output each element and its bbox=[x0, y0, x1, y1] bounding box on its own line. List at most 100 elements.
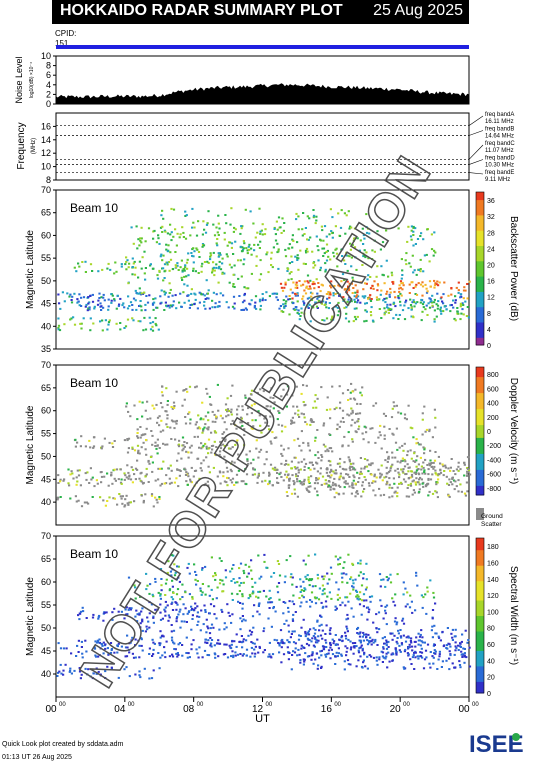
colorbar-segment bbox=[476, 408, 484, 413]
latitude-ytick-label: 50 bbox=[41, 451, 51, 461]
colorbar-segment bbox=[476, 469, 484, 474]
colorbar-tick-label: 80 bbox=[487, 626, 495, 633]
latitude-ytick-label: 45 bbox=[41, 474, 51, 484]
frequency-ytick-label: 8 bbox=[46, 175, 51, 185]
colorbar-tick-label: 0 bbox=[487, 691, 491, 698]
latitude-ytick-label: 65 bbox=[41, 208, 51, 218]
colorbar-segment bbox=[476, 376, 484, 381]
colorbar-segment bbox=[476, 685, 484, 690]
colorbar-segment bbox=[476, 592, 484, 597]
colorbar-segment bbox=[476, 482, 484, 486]
noise-ytick-label: 2 bbox=[46, 89, 51, 99]
frequency-leader bbox=[468, 159, 484, 165]
frequency-ylabel-group: Frequency (MHz) bbox=[16, 122, 37, 169]
x-tick-sup: 00 bbox=[59, 702, 66, 708]
colorbar-segment bbox=[476, 646, 484, 651]
colorbar-tick-label: 16 bbox=[487, 279, 495, 286]
frequency-band-value: 10.30 MHz bbox=[485, 163, 514, 169]
latitude-ylabel-group: Magnetic Latitude bbox=[25, 230, 36, 309]
colorbar-tick-label: 36 bbox=[487, 198, 495, 205]
header-bar: HOKKAIDO RADAR SUMMARY PLOT 25 Aug 2025 bbox=[52, 0, 469, 24]
latitude-ytick-label: 65 bbox=[41, 554, 51, 564]
frequency-ylabel: Frequency bbox=[16, 122, 27, 169]
colorbar-segment bbox=[476, 596, 484, 601]
colorbar-segment bbox=[476, 440, 484, 445]
frequency-band-name: freq bandD bbox=[485, 156, 515, 162]
latitude-ytick-label: 70 bbox=[41, 360, 51, 370]
colorbar-label: Doppler Velocity (m s⁻¹) bbox=[508, 378, 519, 484]
colorbar-segment bbox=[476, 325, 484, 331]
cpid-value: 151 bbox=[55, 39, 69, 48]
scatter-pixels bbox=[57, 207, 471, 332]
colorbar-segment bbox=[476, 572, 484, 578]
latitude-ytick-label: 70 bbox=[41, 185, 51, 195]
colorbar-segment bbox=[476, 333, 484, 338]
colorbar-segment bbox=[476, 276, 484, 281]
x-tick-label: 04 bbox=[114, 704, 126, 715]
latitude-ylabel: Magnetic Latitude bbox=[25, 230, 36, 309]
colorbar-segment bbox=[476, 459, 484, 464]
latitude-ytick-label: 60 bbox=[41, 230, 51, 240]
colorbar-segment bbox=[476, 634, 484, 640]
colorbar-segment bbox=[476, 453, 484, 458]
colorbar-segment bbox=[476, 373, 484, 378]
cpid-label: CPID: bbox=[55, 29, 76, 38]
colorbar-label: Spectral Width (m s⁻¹) bbox=[508, 566, 519, 665]
colorbar-segment bbox=[476, 253, 484, 258]
x-tick-sup: 00 bbox=[334, 702, 341, 708]
colorbar-segment bbox=[476, 662, 484, 667]
plot-date: 25 Aug 2025 bbox=[373, 2, 463, 19]
colorbar-label-group: Spectral Width (m s⁻¹) bbox=[508, 566, 519, 665]
latitude-ytick-label: 65 bbox=[41, 383, 51, 393]
frequency-ylabel-sub: (MHz) bbox=[31, 138, 37, 154]
colorbar-segment bbox=[476, 623, 484, 628]
latitude-ylabel-group: Magnetic Latitude bbox=[25, 405, 36, 484]
colorbar-tick-label: 32 bbox=[487, 214, 495, 221]
colorbar-segment bbox=[476, 576, 484, 582]
frequency-band-name: freq bandC bbox=[485, 141, 515, 147]
ground-scatter-label: Ground bbox=[481, 513, 503, 520]
frequency-band-name: freq bandE bbox=[485, 170, 514, 176]
frequency-panel-frame bbox=[55, 112, 470, 181]
colorbar-segment bbox=[476, 214, 484, 220]
x-tick-sup: 00 bbox=[197, 702, 204, 708]
colorbar-segment bbox=[476, 541, 484, 547]
colorbar-segment bbox=[476, 211, 484, 216]
colorbar-segment bbox=[476, 370, 484, 374]
latitude-ytick-label: 60 bbox=[41, 577, 51, 587]
colorbar-segment bbox=[476, 553, 484, 558]
latitude-ytick-label: 35 bbox=[41, 344, 51, 354]
colorbar-tick-label: -400 bbox=[487, 457, 501, 464]
colorbar-segment bbox=[476, 479, 484, 483]
frequency-band-value: 9.11 MHz bbox=[485, 177, 510, 183]
colorbar-segment bbox=[476, 218, 484, 224]
colorbar-segment bbox=[476, 557, 484, 562]
noise-ylabel-sub: log10(dB) ×10⁻⁴ bbox=[29, 62, 35, 98]
colorbar-segment bbox=[476, 195, 484, 201]
noise-ytick-label: 8 bbox=[46, 61, 51, 71]
latitude-ytick-label: 60 bbox=[41, 406, 51, 416]
ground-scatter-label: Scatter bbox=[481, 521, 502, 528]
colorbar-tick-label: 600 bbox=[487, 386, 499, 393]
colorbar-segment bbox=[476, 434, 484, 438]
colorbar-segment bbox=[476, 291, 484, 296]
colorbar-segment bbox=[476, 424, 484, 429]
colorbar-segment bbox=[476, 257, 484, 262]
colorbar-segment bbox=[476, 234, 484, 239]
footer-line2: 01:13 UT 26 Aug 2025 bbox=[2, 754, 72, 761]
colorbar-segment bbox=[476, 389, 484, 394]
scatter-pixels bbox=[56, 382, 472, 508]
x-tick-label: 20 bbox=[390, 704, 402, 715]
panel-frame bbox=[55, 535, 470, 698]
frequency-band-value: 11.07 MHz bbox=[485, 148, 514, 154]
colorbar-segment bbox=[476, 226, 484, 231]
colorbar-segment bbox=[476, 569, 484, 574]
x-tick-sup: 00 bbox=[266, 702, 273, 708]
colorbar-segment bbox=[476, 561, 484, 566]
latitude-ytick-label: 40 bbox=[41, 497, 51, 507]
frequency-band-value: 14.64 MHz bbox=[485, 134, 514, 140]
colorbar-segment bbox=[476, 488, 484, 493]
colorbar-segment bbox=[476, 584, 484, 589]
colorbar-segment bbox=[476, 192, 484, 197]
